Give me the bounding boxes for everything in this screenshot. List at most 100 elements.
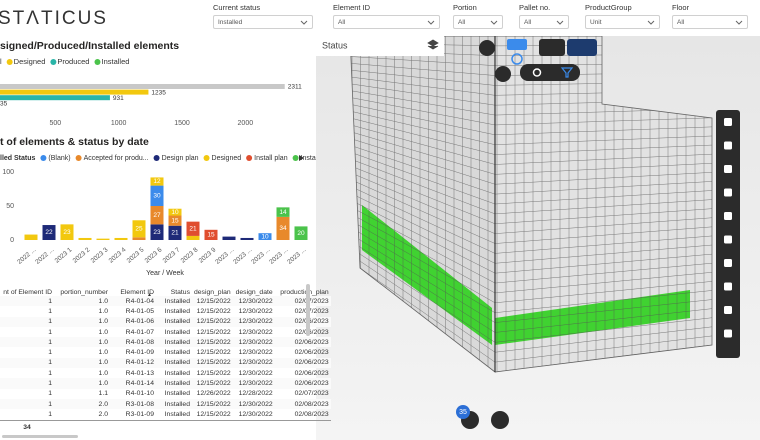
floor-line: [495, 317, 712, 343]
nav-button[interactable]: [479, 40, 495, 56]
nav-pill[interactable]: [520, 64, 580, 81]
table-row: 1 1.0 R4-01-06 Installed 12/15/2022 12/30/202…: [0, 316, 331, 327]
column-header[interactable]: design_plan: [194, 289, 231, 296]
filter-dropdown[interactable]: All: [333, 15, 440, 29]
floor-line: [350, 124, 495, 165]
column-header[interactable]: Element ID: [120, 289, 154, 296]
table-total-row: 34: [0, 420, 331, 433]
chevron-path: [490, 20, 498, 25]
floor-line: [350, 97, 495, 126]
legend-next[interactable]: [299, 155, 304, 161]
filter-label: Element ID: [333, 3, 371, 12]
table-row: 1 1.0 R4-01-07 Installed 12/15/2022 12/30/202…: [0, 327, 331, 337]
y-tick-label: 50: [6, 203, 14, 210]
floor-line: [350, 110, 495, 145]
floor-line: [350, 151, 495, 205]
table-cell: 12/30/2022: [238, 359, 273, 367]
chevron-path: [427, 20, 435, 25]
model-viewer[interactable]: Status 35: [316, 36, 760, 440]
layers-icon: [427, 39, 439, 50]
data-label: 23: [63, 229, 71, 236]
tool-button[interactable]: [539, 39, 565, 56]
x-tick-label: 1000: [111, 120, 127, 127]
data-label: 27: [153, 212, 161, 219]
bar-segment: [240, 237, 254, 240]
chevron: [300, 20, 308, 25]
filter-dropdown[interactable]: All: [519, 15, 569, 29]
filter-dropdown[interactable]: All: [672, 15, 748, 29]
toolbar-icon[interactable]: [724, 141, 732, 150]
column-header[interactable]: portion_number: [60, 289, 108, 296]
table-cell: 02/06/2023: [294, 318, 329, 326]
bar-segment: [42, 225, 56, 240]
table-cell: 12/15/2022: [196, 380, 231, 388]
toolbar-icon[interactable]: [724, 259, 732, 267]
toolbar-icon[interactable]: [724, 165, 732, 173]
legend-label: Designed: [14, 57, 46, 66]
toolbar-icon[interactable]: [724, 118, 732, 126]
column-header[interactable]: Status: [170, 289, 190, 296]
legend-title: lled Status: [0, 155, 36, 162]
tool-button[interactable]: [507, 39, 527, 50]
floor-line: [495, 326, 712, 353]
column-header[interactable]: design_date: [235, 289, 273, 296]
table-cell: 02/06/2023: [294, 380, 329, 388]
table-cell: 02/07/2023: [294, 307, 329, 315]
table-cell: 1.1: [98, 390, 108, 398]
floor-line: [350, 199, 495, 274]
data-label: 21: [189, 225, 197, 232]
table-cell: 1: [48, 318, 52, 326]
table-cell: 2.0: [98, 400, 108, 408]
table-cell: 12/28/2022: [238, 390, 273, 398]
x-tick-label: 2022 ...: [34, 246, 55, 265]
column-header[interactable]: production_plan: [280, 289, 329, 296]
filter-dropdown[interactable]: Unit: [585, 15, 660, 29]
bar-segment: [60, 224, 74, 240]
status-panel[interactable]: [316, 36, 444, 56]
table-cell: Installed: [164, 390, 190, 398]
table-cell: 02/06/2023: [294, 338, 329, 346]
table-cell: 1: [48, 400, 52, 408]
table-row: 1 2.0 R3-01-08 Installed 12/15/2022 12/30/202…: [0, 398, 331, 410]
data-label: 2311: [288, 84, 302, 91]
x-tick-label: 2023 2: [72, 246, 92, 264]
legend-label: Accepted for produ...: [84, 155, 149, 162]
table-cell: 12/15/2022: [196, 359, 231, 367]
toolbar-icon[interactable]: [724, 306, 732, 314]
bar-segment: [150, 185, 164, 206]
nav-button[interactable]: [495, 66, 511, 82]
floor-line: [495, 217, 712, 234]
toolbar-icon[interactable]: [724, 212, 732, 220]
legend-label: Install plan: [254, 155, 288, 162]
table-cell: 12/30/2022: [238, 307, 273, 315]
floor-line: [495, 153, 712, 165]
legend-marker: [246, 155, 253, 161]
toolbar-icon[interactable]: [724, 188, 732, 197]
floor-line: [495, 190, 712, 205]
filter-dropdown[interactable]: Installed: [213, 15, 313, 29]
toolbar-icon[interactable]: [724, 282, 732, 291]
table-cell: Installed: [164, 297, 190, 305]
logo: STΛTICUS: [0, 8, 108, 29]
table-cell: R4-01-13: [125, 369, 154, 377]
x-tick-label: 2022 ...: [16, 246, 37, 265]
table-cell: 02/07/2023: [294, 297, 329, 305]
table-cell: Installed: [164, 410, 190, 418]
floor-line: [350, 179, 495, 244]
data-label: 1235: [151, 89, 166, 96]
chart-title: t of elements & status by date: [0, 136, 149, 148]
tool-button[interactable]: [511, 53, 523, 65]
toolbar-icon[interactable]: [724, 329, 732, 338]
data-label: 34: [279, 225, 287, 232]
filter-dropdown[interactable]: All: [453, 15, 503, 29]
floor-line: [350, 56, 495, 66]
table-row: 1 1.0 R4-01-08 Installed 12/15/2022 12/30/202…: [0, 337, 331, 348]
data-label: 35: [0, 101, 8, 108]
column-header[interactable]: nt of Element ID: [3, 289, 52, 296]
toolbar-icon[interactable]: [724, 235, 732, 244]
bottom-button[interactable]: [491, 411, 509, 429]
tool-button[interactable]: [567, 39, 597, 56]
x-tick-label: 2023 1: [54, 246, 74, 264]
table-row: 1 2.0 R3-01-09 Installed 12/15/2022 12/30/202…: [0, 409, 331, 420]
